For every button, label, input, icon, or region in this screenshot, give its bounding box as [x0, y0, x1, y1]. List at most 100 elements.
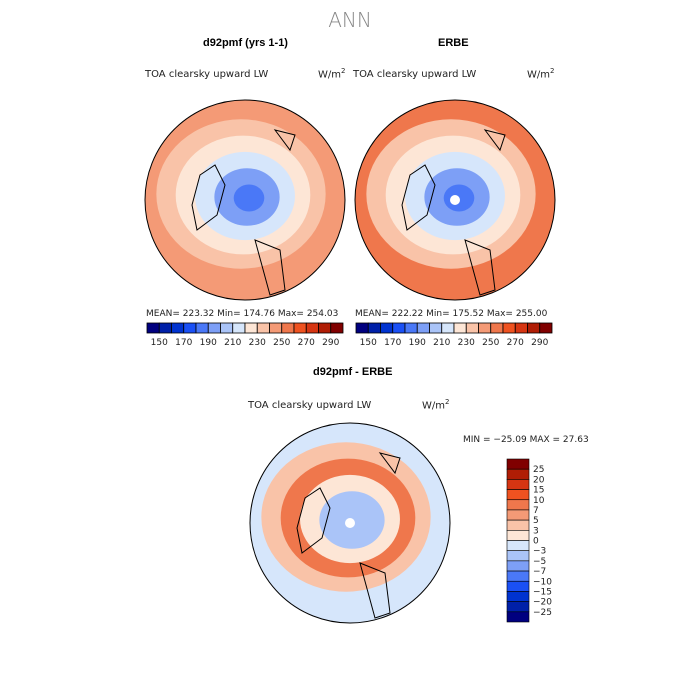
colorbar2-tick-label: 290 — [531, 338, 548, 348]
colorbar2-box — [527, 322, 541, 334]
panel2-stats: MEAN= 222.22 Min= 175.52 Max= 255.00 — [355, 309, 548, 319]
colorbar1-box — [281, 322, 295, 334]
colorbar1-box — [171, 322, 185, 334]
colorbar3-tick-label: 5 — [533, 516, 539, 526]
colorbar1-tick-label: 170 — [175, 338, 192, 348]
colorbar3-tick-label: 25 — [533, 465, 544, 475]
colorbar3-tick-label: 20 — [533, 475, 545, 485]
colorbar1-box — [318, 322, 332, 334]
colorbar3-box — [506, 570, 530, 582]
colorbar3-tick-label: −10 — [533, 577, 552, 587]
map1-coastline — [191, 129, 296, 296]
colorbar3-tick-label: −7 — [533, 567, 546, 577]
colorbar3-box — [506, 560, 530, 572]
colorbar2-box — [355, 322, 369, 334]
panel2-units: W/m2 — [527, 67, 555, 81]
colorbar3-box — [506, 509, 530, 521]
colorbar3-tick-label: −5 — [533, 557, 546, 567]
colorbar2-box — [441, 322, 455, 334]
colorbar2-box — [465, 322, 479, 334]
colorbar2-box — [514, 322, 528, 334]
panel2-variable: TOA clearsky upward LW — [353, 69, 477, 80]
colorbar1-box — [269, 322, 283, 334]
colorbar1-box — [244, 322, 258, 334]
colorbar2-box — [478, 322, 492, 334]
colorbar2-box — [392, 322, 406, 334]
map1-contour — [233, 184, 265, 212]
colorbar3-box — [506, 499, 530, 511]
colorbar3-tick-label: 10 — [533, 496, 545, 506]
colorbar2-tick-label: 250 — [482, 338, 499, 348]
colorbar3-box — [506, 468, 530, 480]
colorbar1-box — [305, 322, 319, 334]
colorbar1-box — [330, 322, 344, 334]
map1-border — [144, 99, 346, 301]
colorbar3-tick-label: 0 — [533, 537, 539, 547]
map2-coastline — [401, 129, 506, 296]
colorbar2-tick-label: 210 — [433, 338, 450, 348]
colorbar3-tick-label: −3 — [533, 547, 546, 557]
colorbar1-tick-label: 210 — [224, 338, 241, 348]
colorbar3-box — [506, 540, 530, 551]
colorbar2-box — [429, 322, 443, 334]
colorbar2-box — [453, 322, 467, 334]
colorbar3-tick-label: 15 — [533, 486, 544, 496]
panel3-stats: MIN = −25.09 MAX = 27.63 — [463, 435, 589, 445]
colorbar3-tick-label: −20 — [533, 598, 552, 608]
panel1-title: d92pmf (yrs 1-1) — [203, 37, 288, 49]
map2-pole-hole — [450, 195, 460, 205]
colorbar2-tick-label: 150 — [360, 338, 377, 348]
colorbar1-box — [232, 322, 246, 334]
colorbar1-tick-label: 250 — [273, 338, 290, 348]
colorbar3-box — [506, 550, 530, 562]
colorbar3-tick-label: −15 — [533, 587, 552, 597]
colorbar2-tick-label: 190 — [409, 338, 426, 348]
colorbar1-box — [146, 322, 160, 334]
panel3-units: W/m2 — [422, 398, 450, 412]
colorbar2-tick-label: 230 — [458, 338, 475, 348]
map3-border — [249, 422, 451, 624]
colorbar3-box — [506, 479, 530, 490]
colorbar1-tick-label: 290 — [322, 338, 339, 348]
panel1-units: W/m2 — [318, 67, 346, 81]
colorbar2-box — [404, 322, 418, 334]
colorbar1-tick-label: 270 — [298, 338, 315, 348]
colorbar3-box — [506, 611, 530, 623]
colorbar2-tick-label: 170 — [384, 338, 401, 348]
map3-pole-hole — [345, 518, 355, 528]
colorbar1-tick-label: 190 — [200, 338, 217, 348]
colorbar3-tick-label: −25 — [533, 608, 552, 618]
panel1-stats: MEAN= 223.32 Min= 174.76 Max= 254.03 — [146, 309, 339, 319]
colorbar1-box — [256, 322, 270, 334]
colorbar2-tick-label: 270 — [507, 338, 524, 348]
map3-coastline — [296, 452, 401, 619]
colorbar2-box — [502, 322, 516, 334]
map2-border — [354, 99, 556, 301]
colorbar1-box — [183, 322, 197, 334]
panel3-variable: TOA clearsky upward LW — [248, 400, 372, 411]
colorbar3-box — [506, 530, 530, 541]
colorbar2-box — [367, 322, 381, 334]
panel2-title: ERBE — [438, 37, 469, 49]
panel3-title: d92pmf - ERBE — [313, 366, 393, 378]
colorbar3-box — [506, 580, 530, 592]
colorbar3-tick-label: 3 — [533, 526, 539, 536]
colorbar2-box — [539, 322, 553, 334]
colorbar1-tick-label: 230 — [249, 338, 266, 348]
colorbar1-box — [207, 322, 221, 334]
colorbar1-box — [158, 322, 172, 334]
colorbar3-tick-label: 7 — [533, 506, 539, 516]
colorbar1-box — [220, 322, 234, 334]
colorbar3-box — [506, 519, 530, 531]
colorbar2-box — [490, 322, 504, 334]
colorbar2-box — [380, 322, 394, 334]
figure-title: ANN — [328, 8, 372, 32]
colorbar2-box — [416, 322, 430, 334]
colorbar3-box — [506, 591, 530, 602]
colorbar1-tick-label: 150 — [151, 338, 168, 348]
colorbar3-box — [506, 489, 530, 501]
panel1-variable: TOA clearsky upward LW — [145, 69, 269, 80]
colorbar1-box — [293, 322, 307, 334]
